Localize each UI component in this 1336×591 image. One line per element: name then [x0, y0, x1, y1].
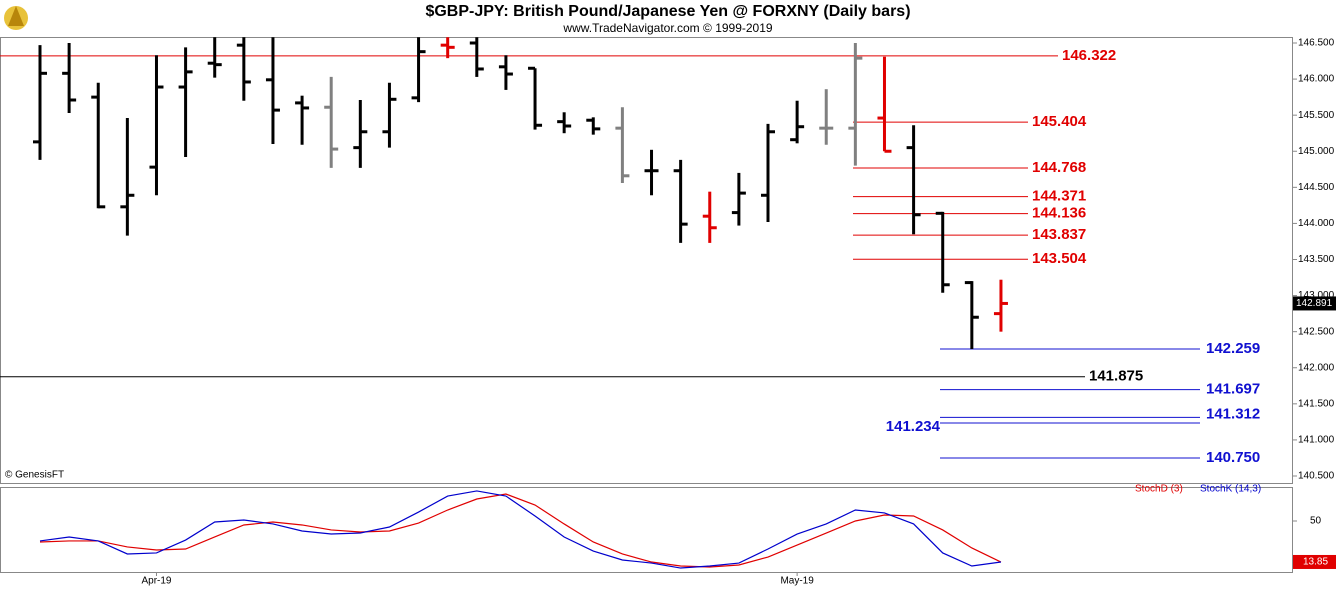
logo [4, 6, 28, 30]
level-label: 144.371 [1032, 188, 1086, 205]
level-label: 141.312 [1206, 405, 1260, 422]
level-label: 143.837 [1032, 226, 1086, 243]
y-tick-label: 144.000 [1298, 218, 1335, 229]
x-tick-label: Apr-19 [141, 576, 171, 587]
y-tick-label: 140.500 [1298, 471, 1335, 482]
y-tick-label: 143.500 [1298, 254, 1335, 265]
y-tick-label: 141.000 [1298, 435, 1335, 446]
price-panel [0, 37, 1293, 484]
y-tick-label: 146.500 [1298, 38, 1335, 49]
stoch-line [39, 490, 1002, 569]
level-label: 141.234 [886, 418, 941, 435]
price-plot [0, 37, 1200, 459]
y-tick-label: 141.500 [1298, 398, 1335, 409]
level-label: 145.404 [1032, 113, 1087, 130]
level-label: 142.259 [1206, 340, 1260, 357]
x-tick-label: May-19 [780, 576, 814, 587]
stoch-line [39, 493, 1002, 568]
level-label: 141.697 [1206, 381, 1260, 398]
last-value-box [1293, 554, 1336, 569]
y-tick-label: 144.500 [1298, 182, 1335, 193]
level-label: 144.768 [1032, 159, 1086, 176]
y-tick-label: 143.000 [1298, 290, 1335, 301]
stoch-plot [39, 490, 1002, 569]
level-label: 141.875 [1089, 368, 1143, 385]
y-tick-label: 145.000 [1298, 146, 1335, 157]
chart-title: $GBP-JPY: British Pound/Japanese Yen @ F… [425, 3, 910, 20]
y-tick-label: 142.500 [1298, 326, 1335, 337]
last-value-label: 142.891 [1296, 298, 1333, 309]
y-tick-label: 145.500 [1298, 110, 1335, 121]
level-label: 140.750 [1206, 449, 1260, 466]
level-label: 144.136 [1032, 205, 1086, 222]
y-tick-label: 142.000 [1298, 362, 1335, 373]
legend-label: StochD (3) [1135, 484, 1183, 495]
source: © GenesisFT [5, 470, 64, 481]
stoch-panel [0, 487, 1293, 573]
y-tick-label: 50 [1310, 516, 1322, 527]
level-label: 146.322 [1062, 47, 1116, 64]
last-value-label: 13.85 [1303, 557, 1328, 568]
legend-label: StochK (14,3) [1200, 484, 1261, 495]
y-tick-label: 146.000 [1298, 74, 1335, 85]
level-label: 143.504 [1032, 250, 1087, 267]
chart-subtitle: www.TradeNavigator.com © 1999-2019 [562, 21, 772, 35]
last-value-box [1293, 296, 1336, 311]
